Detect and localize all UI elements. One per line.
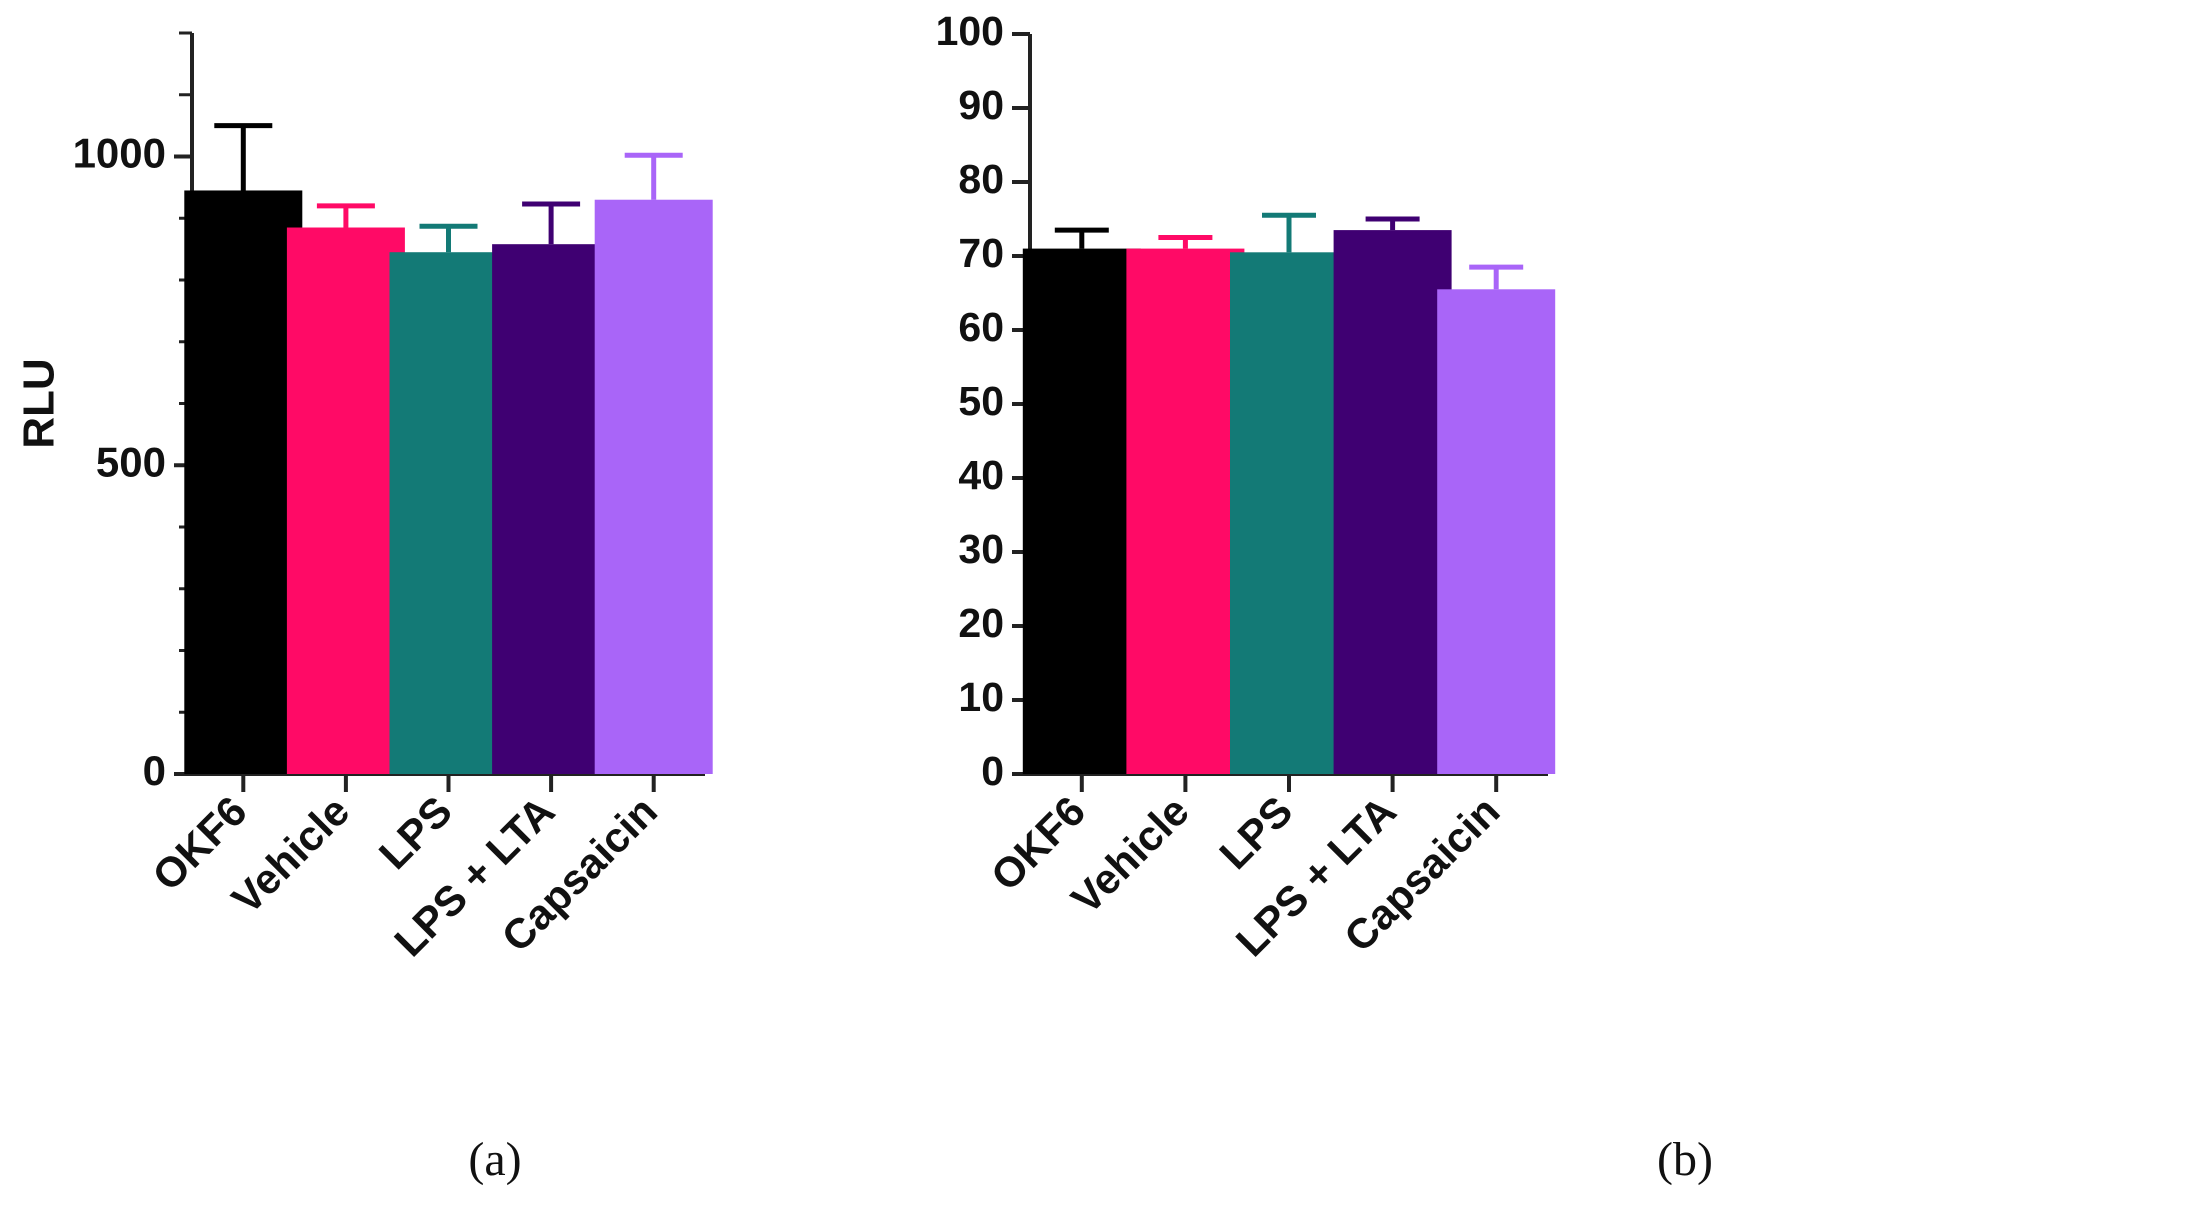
panel-b-y-tick-label: 80 [958, 156, 1004, 202]
panel-b-bar-vehicle [1126, 248, 1245, 775]
panel-b-caption: (b) [1657, 1133, 1713, 1186]
panel-b-y-tick-label: 40 [958, 452, 1004, 498]
panel-a-caption: (a) [468, 1133, 521, 1186]
panel-b-y-tick-label: 50 [958, 378, 1004, 424]
panel-b-y-tick-label: 30 [958, 526, 1004, 572]
panel-a-y-tick-label: 1000 [73, 130, 166, 177]
panel-b-y-tick-label: 60 [958, 304, 1004, 350]
panel-a-x-tick-label: LPS [370, 787, 461, 878]
panel-a-bar-lps [389, 252, 508, 774]
panel-b-y-tick-label: 10 [958, 674, 1004, 720]
panel-a-y-tick-label: 0 [143, 747, 166, 794]
panel-a-y-tick-label: 500 [96, 438, 166, 485]
panel-a-bar-capsaicin [594, 199, 713, 775]
panel-b-bar-okf6 [1022, 248, 1141, 775]
panel-b-bar-capsaicin [1437, 289, 1556, 774]
panel-a-x-tick-label: Vehicle [223, 787, 359, 923]
panel-b-y-tick-label: 90 [958, 82, 1004, 128]
panel-a-bar-lps-lta [492, 244, 611, 774]
panel-b-y-tick-label: 100 [936, 8, 1004, 54]
panel-b-x-tick-label: Vehicle [1062, 787, 1198, 923]
panel-a-y-axis-title: RLU [15, 358, 64, 448]
panel-b-bar-lps [1230, 252, 1348, 775]
panel-b-y-tick-label: 20 [958, 600, 1004, 646]
panel-b-x-tick-label: LPS [1210, 787, 1301, 878]
panel-b-y-tick-label: 0 [981, 748, 1004, 794]
panel-a-bar-vehicle [286, 227, 405, 774]
panel-b-bar-lps-lta [1333, 230, 1452, 775]
panel-b-y-tick-label: 70 [958, 230, 1004, 276]
panel-a-bar-okf6 [184, 190, 303, 774]
